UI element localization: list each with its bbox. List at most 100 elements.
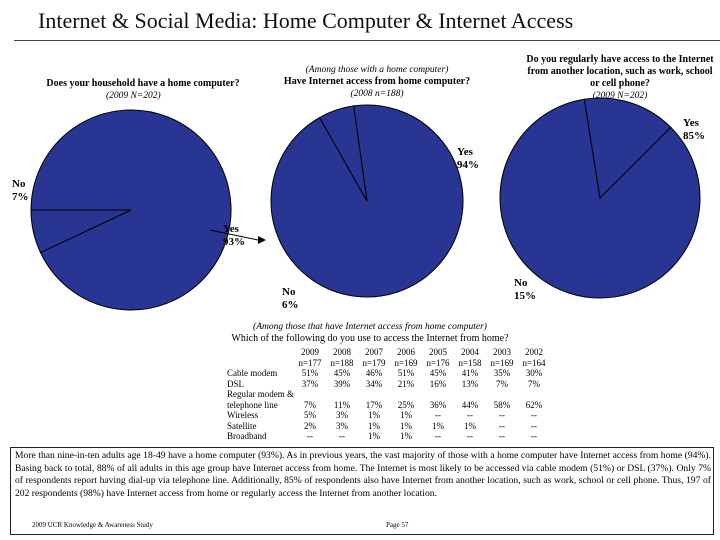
pie2-no-label-text: No (282, 286, 296, 298)
pie1-no-label-text: No (12, 178, 26, 190)
table-cell: 45% (333, 368, 351, 378)
table-cell: 2008 (333, 347, 351, 357)
title-rule (14, 40, 720, 41)
pie3-slice-no (583, 97, 672, 200)
table-row-label: Cable modem (227, 368, 278, 378)
table-cell: 1% (368, 410, 380, 420)
table-cell: -- (531, 431, 537, 441)
pie2-title: Have Internet access from home computer? (283, 76, 471, 87)
table-cell: 2002 (525, 347, 543, 357)
table-cell: 1% (368, 431, 380, 441)
pie1-title: Does your household have a home computer… (46, 78, 240, 89)
pie3-yes-label-value: 85% (683, 130, 705, 142)
pie3-no-label: No 15% (514, 277, 536, 303)
table-cell: -- (499, 420, 505, 431)
table-cell: 39% (333, 378, 351, 389)
table-cell: 35% (493, 368, 511, 378)
table-cell: -- (531, 420, 537, 431)
pie3-subtitle: (2009 N=202) (592, 91, 648, 101)
pie1-no-label: No 7% (12, 178, 29, 204)
table-cell: 1% (464, 420, 476, 431)
pie1-yes-label-value: 93% (223, 236, 245, 248)
table-cell: 2007 (365, 347, 383, 357)
table-cell: -- (435, 410, 441, 420)
table-cell: 51% (397, 368, 415, 378)
table-cell: -- (499, 410, 505, 420)
pie2-slice-no (318, 105, 368, 202)
pie1-no-label-value: 7% (12, 191, 29, 203)
pie2-yes-label: Yes 94% (457, 146, 479, 172)
table-cell: -- (339, 431, 345, 441)
pie1-yes-leader (209, 229, 259, 241)
table-cell: 7% (528, 378, 540, 389)
access-table: 2009 2008 2007 2006 2005 2004 2003 2002 n=177 n=1… (227, 347, 550, 442)
table-cell: 2005 (429, 347, 447, 357)
table-cell: 7% (496, 378, 508, 389)
table-cell: n=158 (458, 357, 482, 368)
table-cell: 1% (400, 410, 412, 420)
table-cell: -- (531, 410, 537, 420)
table-cell: 45% (429, 368, 447, 378)
table-cell: -- (499, 431, 505, 441)
table-cell (326, 389, 358, 400)
pie2-subtitle: (2008 n=188) (350, 89, 404, 99)
table-cell: n=169 (394, 357, 418, 368)
pie1-yes-arrow (258, 236, 266, 244)
table-row-label: Satellite (227, 420, 257, 431)
table-cell: 1% (400, 431, 412, 441)
pie1-question: Does your household have a home computer… (28, 78, 258, 102)
pie2-yes-label-text: Yes (457, 146, 473, 158)
table-cell: 1% (368, 420, 380, 431)
table-row-label: Regular modem & (227, 389, 294, 399)
table-cell: n=188 (330, 357, 354, 368)
summary-text: More than nine-in-ten adults age 18-49 h… (15, 450, 711, 499)
table-row-label: Wireless (227, 410, 259, 420)
table-cell: 37% (301, 378, 319, 389)
footer-page: Page 57 (386, 521, 409, 529)
table-row: Satellite 2% 3% 1% 1% 1% 1% -- -- (227, 421, 550, 432)
table-cell: 51% (301, 368, 319, 378)
table-row: DSL 37% 39% 34% 21% 16% 13% 7% 7% (227, 379, 550, 390)
table-cell: 34% (365, 378, 383, 389)
table-cell: 25% (397, 399, 415, 410)
table-cell: 41% (461, 368, 479, 378)
pie1-subtitle: (2009 N=202) (106, 91, 161, 101)
pie2-no-label: No 6% (282, 286, 299, 312)
table-cell: 11% (333, 399, 351, 410)
table-cell: 2% (304, 420, 316, 431)
pie3-yes-label: Yes 85% (683, 117, 705, 143)
table-cell: n=176 (426, 357, 450, 368)
table-cell: -- (307, 431, 313, 441)
pie3-no-label-value: 15% (514, 290, 536, 302)
table-year-row: 2009 2008 2007 2006 2005 2004 2003 2002 (227, 347, 550, 358)
pie3-no-label-text: No (514, 277, 528, 289)
summary-box (10, 447, 714, 535)
table-cell: 7% (304, 399, 316, 410)
table-cell: 5% (304, 410, 316, 420)
table-cell (294, 389, 326, 400)
pie1-yes-label: Yes 93% (223, 223, 245, 249)
table-cell (454, 389, 486, 400)
table-cell: 36% (429, 399, 447, 410)
table-row: Cable modem 51% 45% 46% 51% 45% 41% 35% 30% (227, 368, 550, 379)
table-cell: 2006 (397, 347, 415, 357)
table-cell: 13% (461, 378, 479, 389)
table-cell (358, 389, 390, 400)
table-row-label: telephone line (227, 399, 278, 410)
table-cell: 58% (493, 399, 511, 410)
pie1-yes-label-text: Yes (223, 223, 239, 235)
table-cell: 21% (397, 378, 415, 389)
table-cell: 1% (400, 420, 412, 431)
pie3-question: Do you regularly have access to the Inte… (524, 54, 716, 102)
table-cell: 30% (525, 368, 543, 378)
pie2-question: (Among those with a home computer) Have … (262, 64, 492, 100)
table-cell: n=179 (362, 357, 386, 368)
table-cell: 17% (365, 399, 383, 410)
pie1-slice-no (30, 209, 132, 254)
table-cell: -- (467, 410, 473, 420)
table-row-label: Broadband (227, 431, 267, 441)
table-row: Wireless 5% 3% 1% 1% -- -- -- -- (227, 410, 550, 421)
table-cell: n=177 (298, 357, 322, 368)
table-row-label (227, 358, 294, 369)
